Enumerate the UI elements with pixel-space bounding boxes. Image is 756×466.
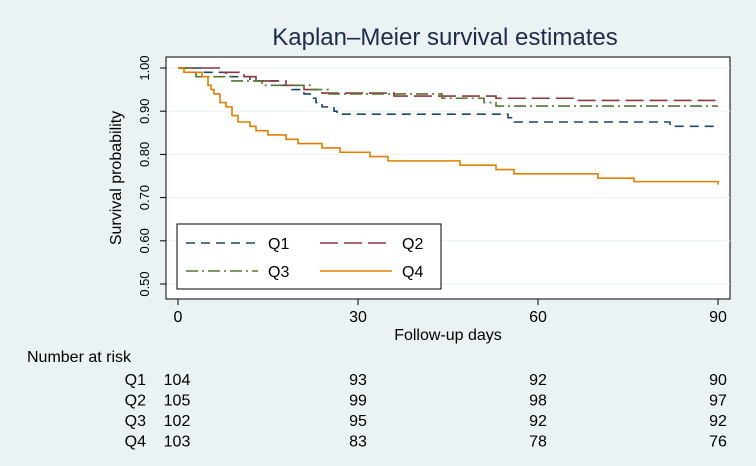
legend-label-q2: Q2 bbox=[402, 236, 423, 253]
series-line-q2 bbox=[178, 67, 718, 102]
series-line-q3 bbox=[178, 67, 718, 107]
series-line-q4 bbox=[178, 67, 719, 185]
y-tick-label: 0.60 bbox=[137, 228, 152, 253]
risk-cell: 99 bbox=[349, 393, 367, 410]
x-axis-label: Follow-up days bbox=[394, 327, 502, 344]
legend-box bbox=[176, 223, 442, 290]
risk-cell: 97 bbox=[709, 393, 727, 410]
x-tick-label: 30 bbox=[349, 309, 367, 326]
legend-label-q3: Q3 bbox=[268, 264, 289, 281]
x-ticks: 0 30 60 90 bbox=[174, 299, 727, 326]
risk-cell: 90 bbox=[709, 372, 727, 389]
risk-table: Number at risk Q1 104 93 92 90 Q2 105 99 98 97 Q3 1… bbox=[27, 349, 727, 451]
legend: Q1 Q2 Q3 Q4 bbox=[176, 223, 442, 290]
risk-cell: 105 bbox=[164, 393, 191, 410]
x-axis: 0 30 60 90 bbox=[166, 298, 730, 326]
risk-cell: 104 bbox=[164, 372, 191, 389]
risk-cell: 102 bbox=[164, 413, 191, 430]
risk-cell: 98 bbox=[529, 393, 547, 410]
risk-cell: 83 bbox=[349, 434, 367, 451]
y-ticks: 0.50 0.60 0.70 0.80 0.90 1.00 bbox=[137, 55, 166, 297]
legend-label-q4: Q4 bbox=[402, 264, 423, 281]
x-tick-label: 60 bbox=[529, 309, 547, 326]
risk-rows: Q1 104 93 92 90 Q2 105 99 98 97 Q3 102 95 92 92 Q4 103 83… bbox=[125, 372, 727, 451]
risk-cell: 92 bbox=[529, 413, 547, 430]
risk-row-label: Q1 bbox=[125, 372, 146, 389]
legend-items: Q1 Q2 Q3 Q4 bbox=[186, 236, 423, 281]
risk-cell: 103 bbox=[164, 434, 191, 451]
y-axis-label: Survival probability bbox=[108, 111, 125, 245]
chart-title: Kaplan–Meier survival estimates bbox=[272, 24, 617, 51]
y-axis: 0.50 0.60 0.70 0.80 0.90 1.00 bbox=[137, 55, 167, 299]
legend-label-q1: Q1 bbox=[268, 236, 289, 253]
risk-cell: 92 bbox=[529, 372, 547, 389]
risk-cell: 78 bbox=[529, 434, 547, 451]
x-tick-label: 90 bbox=[709, 309, 727, 326]
series-layer bbox=[178, 67, 719, 185]
risk-cell: 76 bbox=[709, 434, 727, 451]
risk-cell: 95 bbox=[349, 413, 367, 430]
y-tick-label: 0.90 bbox=[137, 99, 152, 124]
y-tick-label: 1.00 bbox=[137, 55, 152, 80]
risk-row-label: Q3 bbox=[125, 413, 146, 430]
y-tick-label: 0.70 bbox=[137, 185, 152, 210]
risk-cell: 92 bbox=[709, 413, 727, 430]
risk-row-label: Q2 bbox=[125, 393, 146, 410]
y-tick-label: 0.50 bbox=[137, 271, 152, 296]
risk-table-title: Number at risk bbox=[27, 349, 132, 366]
y-tick-label: 0.80 bbox=[137, 142, 152, 167]
risk-row-label: Q4 bbox=[125, 434, 146, 451]
risk-cell: 93 bbox=[349, 372, 367, 389]
x-tick-label: 0 bbox=[174, 309, 183, 326]
